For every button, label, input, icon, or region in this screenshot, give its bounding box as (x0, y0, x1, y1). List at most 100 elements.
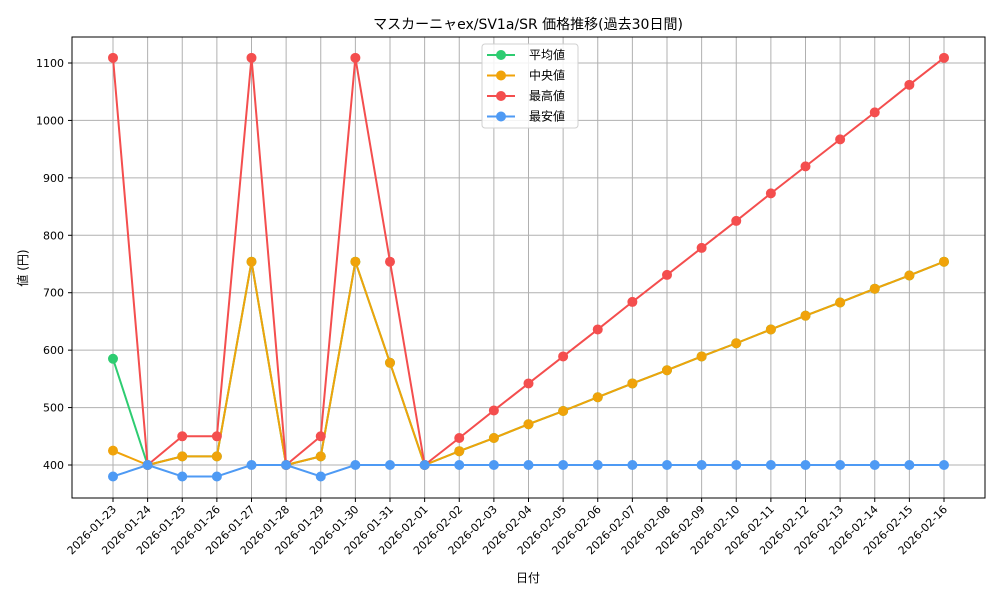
data-point (454, 446, 465, 457)
legend-item: 最高値 (487, 88, 565, 103)
data-point (558, 460, 569, 470)
data-point (800, 161, 811, 172)
data-point (939, 460, 949, 470)
data-point (142, 460, 153, 470)
data-point (696, 242, 707, 253)
legend-marker (496, 70, 506, 81)
data-point (696, 460, 707, 470)
data-point (592, 392, 603, 403)
data-point (108, 471, 118, 482)
legend-label: 中央値 (529, 68, 565, 83)
legend-item: 最安値 (487, 109, 565, 124)
data-point (904, 460, 915, 470)
data-point (627, 296, 638, 307)
data-point (523, 419, 534, 430)
data-point (627, 460, 638, 470)
data-point (281, 460, 292, 470)
data-point (592, 324, 603, 335)
data-point (315, 471, 326, 482)
data-point (869, 460, 880, 470)
data-point (350, 256, 361, 267)
data-point (177, 451, 188, 462)
data-point (939, 256, 949, 267)
y-tick-label: 800 (43, 229, 64, 242)
y-axis-label: 値 (円) (15, 249, 30, 286)
chart-title: マスカーニャex/SV1a/SR 価格推移(過去30日間) (373, 17, 683, 33)
data-point (350, 52, 361, 63)
data-point (662, 460, 672, 470)
data-point (662, 269, 672, 280)
y-tick-label: 1000 (36, 114, 64, 127)
data-point (662, 365, 672, 376)
y-tick-label: 1100 (36, 57, 64, 70)
data-point (558, 351, 569, 362)
data-point (627, 378, 638, 389)
data-point (765, 324, 776, 335)
data-point (523, 460, 534, 470)
data-point (315, 431, 326, 442)
x-axis-label: 日付 (516, 571, 540, 585)
data-point (108, 353, 118, 364)
y-tick-label: 700 (43, 287, 64, 300)
legend-marker (496, 91, 506, 101)
data-point (835, 460, 846, 470)
legend-label: 最高値 (529, 88, 565, 103)
data-point (869, 107, 880, 118)
data-point (108, 445, 118, 456)
data-point (558, 406, 569, 417)
series-layer (108, 52, 949, 482)
data-point (385, 460, 395, 470)
data-point (211, 471, 222, 482)
data-point (211, 431, 222, 442)
data-point (696, 351, 707, 362)
data-point (315, 451, 326, 462)
data-point (246, 256, 257, 267)
data-point (869, 283, 880, 294)
data-point (246, 52, 257, 63)
data-point (177, 431, 188, 442)
data-point (592, 460, 603, 470)
data-point (454, 433, 465, 444)
y-tick-label: 500 (43, 402, 64, 415)
y-tick-label: 900 (43, 172, 64, 185)
y-tick-label: 600 (43, 344, 64, 357)
legend-marker (496, 111, 506, 122)
data-point (419, 460, 430, 470)
data-point (177, 471, 188, 482)
data-point (765, 460, 776, 470)
data-point (488, 433, 499, 444)
data-point (211, 451, 222, 462)
legend-label: 平均値 (529, 47, 565, 62)
legend-box (481, 43, 579, 129)
data-point (488, 405, 499, 416)
data-point (800, 310, 811, 321)
data-point (939, 52, 949, 63)
data-point (765, 188, 776, 199)
data-point (350, 460, 361, 470)
series-2 (108, 52, 949, 470)
data-point (731, 215, 742, 226)
data-point (108, 52, 118, 63)
data-point (835, 134, 846, 145)
x-axis: 2026-01-232026-01-242026-01-252026-01-26… (65, 498, 950, 557)
data-point (731, 338, 742, 349)
y-tick-label: 400 (43, 459, 64, 472)
data-point (800, 460, 811, 470)
data-point (835, 297, 846, 308)
legend-item: 平均値 (487, 47, 565, 62)
data-point (731, 460, 742, 470)
data-point (523, 378, 534, 389)
data-point (385, 256, 395, 267)
legend-item: 中央値 (487, 68, 565, 83)
series-1 (108, 256, 949, 470)
y-axis: 400 500 600 700 800 900 1000 1100 (36, 57, 72, 472)
data-point (904, 270, 915, 281)
data-point (385, 357, 395, 368)
legend-label: 最安値 (529, 109, 565, 124)
data-point (488, 460, 499, 470)
data-point (904, 79, 915, 90)
legend-marker (496, 50, 506, 60)
